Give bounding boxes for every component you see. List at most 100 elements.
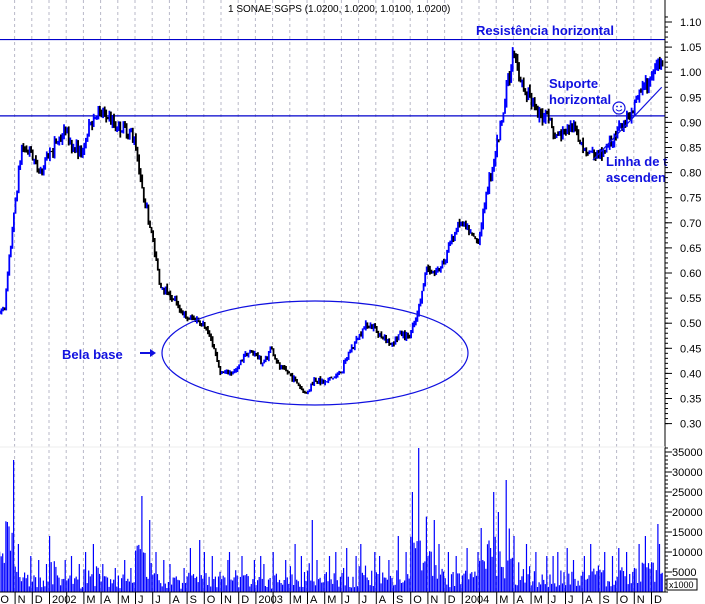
- volume-bar: [504, 578, 506, 592]
- volume-bar: [63, 578, 65, 592]
- price-bar: [580, 141, 583, 146]
- price-bar: [83, 142, 86, 155]
- volume-bar: [308, 563, 310, 592]
- price-bar: [61, 133, 64, 145]
- volume-bar: [100, 581, 102, 592]
- price-bar: [513, 50, 516, 59]
- price-bar: [364, 320, 367, 331]
- price-bar: [8, 254, 11, 276]
- volume-bar: [624, 576, 626, 592]
- volume-bar: [103, 576, 105, 592]
- volume-bar: [424, 561, 426, 592]
- x-tick-label: D: [35, 594, 43, 604]
- price-bar: [361, 328, 364, 339]
- price-bar: [238, 364, 240, 370]
- x-tick-label: O: [620, 594, 629, 604]
- volume-bar: [66, 580, 68, 592]
- price-bar: [58, 136, 61, 146]
- price-bar: [619, 122, 622, 129]
- price-bar: [210, 333, 212, 341]
- volume-bar: [613, 584, 615, 592]
- price-bar: [310, 383, 312, 392]
- price-bar: [333, 376, 336, 379]
- price-bar: [86, 133, 89, 142]
- volume-bar: [468, 579, 470, 592]
- price-bar: [142, 187, 145, 203]
- price-bar: [217, 360, 220, 368]
- price-bar: [311, 381, 314, 386]
- price-bar: [611, 141, 614, 148]
- volume-bar: [566, 548, 568, 592]
- volume-bar: [117, 575, 119, 592]
- price-bar: [500, 120, 503, 126]
- x-tick-label: J: [551, 594, 557, 604]
- x-tick-label: A: [310, 594, 318, 604]
- volume-bar: [343, 568, 345, 592]
- volume-bar: [361, 572, 363, 592]
- price-bar: [207, 326, 209, 335]
- price-bar: [330, 376, 333, 379]
- price-tick-label: 0.35: [680, 394, 701, 406]
- volume-bar: [285, 560, 287, 592]
- volume-bar: [238, 587, 240, 592]
- volume-bar: [232, 580, 234, 592]
- price-bar: [458, 218, 461, 228]
- price-bar: [293, 375, 295, 383]
- price-bar: [20, 144, 23, 165]
- volume-bar: [561, 583, 564, 592]
- price-bar: [77, 140, 79, 160]
- volume-bar: [94, 586, 96, 592]
- volume-bar: [532, 581, 534, 592]
- price-bar: [80, 145, 83, 158]
- volume-bar: [626, 552, 628, 592]
- volume-bar: [116, 586, 118, 592]
- price-bar: [435, 267, 438, 275]
- volume-bar: [418, 448, 420, 592]
- volume-bar: [185, 583, 187, 592]
- volume-bar: [178, 580, 180, 592]
- volume-bar: [646, 567, 648, 592]
- volume-bar: [108, 586, 110, 592]
- price-bar: [399, 330, 402, 335]
- volume-bar: [183, 568, 185, 592]
- price-bar: [588, 150, 591, 155]
- volume-bar: [655, 570, 657, 592]
- price-bar: [36, 159, 39, 173]
- price-bar: [2, 306, 4, 312]
- price-bar: [149, 220, 151, 228]
- volume-bar: [497, 512, 499, 592]
- volume-bar: [208, 576, 210, 592]
- volume-bar: [404, 580, 406, 592]
- volume-bar: [138, 544, 140, 592]
- price-bar: [111, 115, 114, 129]
- volume-bar: [615, 580, 617, 592]
- volume-bar: [35, 577, 37, 592]
- volume-bar: [267, 579, 270, 592]
- volume-bar: [257, 580, 259, 592]
- volume-bar: [358, 566, 360, 592]
- volume-bar: [465, 570, 467, 592]
- price-bar: [454, 231, 456, 241]
- price-bar: [88, 119, 90, 137]
- price-bar: [214, 348, 217, 357]
- price-bar: [446, 249, 448, 264]
- price-bar: [494, 151, 497, 167]
- price-bar: [200, 323, 203, 327]
- price-bar: [525, 91, 528, 103]
- volume-bar: [302, 587, 304, 592]
- volume-bar: [380, 583, 382, 592]
- x-tick-label: J: [138, 594, 144, 604]
- volume-bar: [303, 572, 306, 592]
- volume-bar: [269, 578, 271, 592]
- x-tick-label: D: [241, 594, 249, 604]
- volume-bar: [475, 575, 478, 592]
- price-bar: [49, 147, 51, 162]
- volume-bar: [171, 584, 173, 592]
- price-bar: [436, 266, 439, 273]
- price-bar: [522, 77, 525, 92]
- volume-bar: [357, 586, 359, 592]
- price-bar: [246, 352, 248, 357]
- volume-bar: [510, 558, 512, 592]
- price-bar: [185, 310, 187, 319]
- volume-bar: [439, 574, 442, 592]
